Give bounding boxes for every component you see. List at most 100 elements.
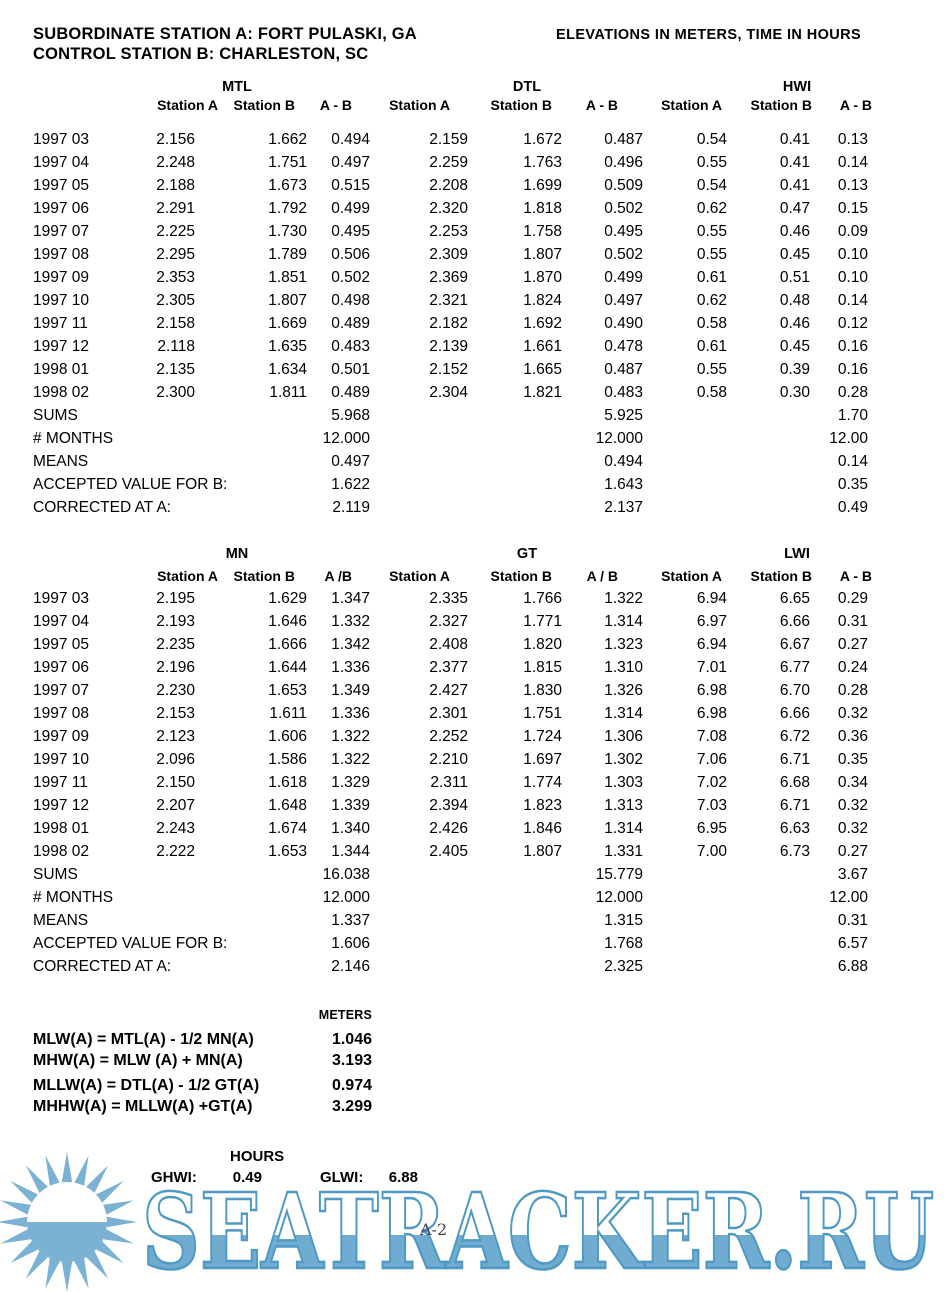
value-cell: 1.313 bbox=[604, 797, 643, 814]
value-cell: 1.648 bbox=[268, 797, 307, 814]
value-cell: 1.730 bbox=[268, 223, 307, 240]
summary-value: 1.70 bbox=[837, 407, 868, 424]
value-cell: 1.851 bbox=[268, 269, 307, 286]
value-cell: 1.322 bbox=[604, 590, 643, 607]
row-label: 1997 05 bbox=[33, 636, 90, 653]
value-cell: 1.821 bbox=[523, 384, 562, 401]
column-header: A - B bbox=[839, 97, 872, 113]
sun-dome bbox=[27, 1182, 107, 1222]
summary-value: 2.137 bbox=[604, 499, 643, 516]
row-label: 1997 09 bbox=[33, 728, 90, 745]
watermark-text: SEATRACKER.RU bbox=[141, 1186, 936, 1286]
value-cell: 2.408 bbox=[429, 636, 468, 653]
value-cell: 2.309 bbox=[429, 246, 468, 263]
value-cell: 2.377 bbox=[429, 659, 468, 676]
summary-value: 12.00 bbox=[829, 889, 868, 906]
value-cell: 2.369 bbox=[429, 269, 468, 286]
value-cell: 0.496 bbox=[604, 154, 643, 171]
value-cell: 0.494 bbox=[331, 131, 370, 148]
row-label: 1997 09 bbox=[33, 269, 90, 286]
value-cell: 2.311 bbox=[430, 774, 468, 791]
value-cell: 6.67 bbox=[779, 636, 810, 653]
row-label: 1998 01 bbox=[33, 361, 90, 378]
value-cell: 1.751 bbox=[523, 705, 562, 722]
value-cell: 1.774 bbox=[523, 774, 562, 791]
value-cell: 0.55 bbox=[696, 361, 727, 378]
value-cell: 1.310 bbox=[604, 659, 643, 676]
value-cell: 6.94 bbox=[696, 590, 727, 607]
value-cell: 1.606 bbox=[268, 728, 307, 745]
glwi-label: GLWI: bbox=[320, 1169, 364, 1186]
summary-label: SUMS bbox=[33, 407, 78, 424]
value-cell: 0.30 bbox=[779, 384, 810, 401]
summary-value: 2.146 bbox=[331, 958, 370, 975]
value-cell: 0.10 bbox=[837, 269, 868, 286]
value-cell: 0.10 bbox=[837, 246, 868, 263]
summary-value: 12.000 bbox=[322, 430, 370, 447]
value-cell: 0.48 bbox=[779, 292, 810, 309]
column-header: Station A bbox=[661, 568, 722, 584]
value-cell: 1.634 bbox=[268, 361, 307, 378]
value-cell: 7.06 bbox=[696, 751, 727, 768]
value-cell: 1.846 bbox=[523, 820, 562, 837]
value-cell: 6.72 bbox=[779, 728, 810, 745]
row-label: 1997 04 bbox=[33, 154, 90, 171]
value-cell: 0.61 bbox=[696, 338, 727, 355]
summary-value: 15.779 bbox=[595, 866, 643, 883]
summary-label: SUMS bbox=[33, 866, 78, 883]
value-cell: 0.41 bbox=[779, 154, 810, 171]
row-label: 1997 06 bbox=[33, 200, 90, 217]
value-cell: 0.61 bbox=[696, 269, 727, 286]
value-cell: 1.336 bbox=[331, 705, 370, 722]
summary-label: CORRECTED AT A: bbox=[33, 499, 172, 516]
hours-heading: HOURS bbox=[230, 1148, 285, 1165]
summary-value: 1.622 bbox=[331, 476, 370, 493]
value-cell: 0.32 bbox=[837, 820, 868, 837]
value-cell: 2.207 bbox=[156, 797, 195, 814]
value-cell: 2.196 bbox=[156, 659, 195, 676]
value-cell: 2.230 bbox=[156, 682, 195, 699]
value-cell: 1.314 bbox=[604, 820, 643, 837]
group-title: LWI bbox=[784, 546, 810, 562]
watermark-text-glyphs: SEATRACKER.RU bbox=[142, 1186, 934, 1286]
value-cell: 0.12 bbox=[837, 315, 868, 332]
value-cell: 1.326 bbox=[604, 682, 643, 699]
value-cell: 6.71 bbox=[779, 751, 810, 768]
value-cell: 1.766 bbox=[523, 590, 562, 607]
value-cell: 2.222 bbox=[156, 843, 195, 860]
summary-value: 0.497 bbox=[331, 453, 370, 470]
value-cell: 6.73 bbox=[779, 843, 810, 860]
summary-value: 12.000 bbox=[595, 889, 643, 906]
value-cell: 1.692 bbox=[523, 315, 562, 332]
value-cell: 0.36 bbox=[837, 728, 868, 745]
value-cell: 6.98 bbox=[696, 682, 727, 699]
value-cell: 1.672 bbox=[523, 131, 562, 148]
value-cell: 1.811 bbox=[269, 384, 307, 401]
value-cell: 1.322 bbox=[331, 728, 370, 745]
value-cell: 6.68 bbox=[779, 774, 810, 791]
value-cell: 2.210 bbox=[429, 751, 468, 768]
value-cell: 1.661 bbox=[523, 338, 562, 355]
value-cell: 2.427 bbox=[429, 682, 468, 699]
value-cell: 2.195 bbox=[156, 590, 195, 607]
value-cell: 2.320 bbox=[429, 200, 468, 217]
value-cell: 0.487 bbox=[604, 131, 643, 148]
value-cell: 0.499 bbox=[331, 200, 370, 217]
value-cell: 7.01 bbox=[696, 659, 727, 676]
value-cell: 0.09 bbox=[837, 223, 868, 240]
value-cell: 7.03 bbox=[696, 797, 727, 814]
value-cell: 1.666 bbox=[268, 636, 307, 653]
formula-mhhw: MHHW(A) = MLLW(A) +GT(A) bbox=[33, 1098, 253, 1115]
value-cell: 1.789 bbox=[268, 246, 307, 263]
value-cell: 0.502 bbox=[604, 246, 643, 263]
summary-label: # MONTHS bbox=[33, 889, 114, 906]
value-cell: 0.509 bbox=[604, 177, 643, 194]
column-header: A /B bbox=[324, 568, 352, 584]
value-cell: 1.870 bbox=[523, 269, 562, 286]
value-cell: 0.29 bbox=[837, 590, 868, 607]
summary-value: 0.494 bbox=[604, 453, 643, 470]
value-cell: 2.123 bbox=[156, 728, 195, 745]
summary-label: MEANS bbox=[33, 912, 89, 929]
column-header: Station B bbox=[490, 568, 552, 584]
